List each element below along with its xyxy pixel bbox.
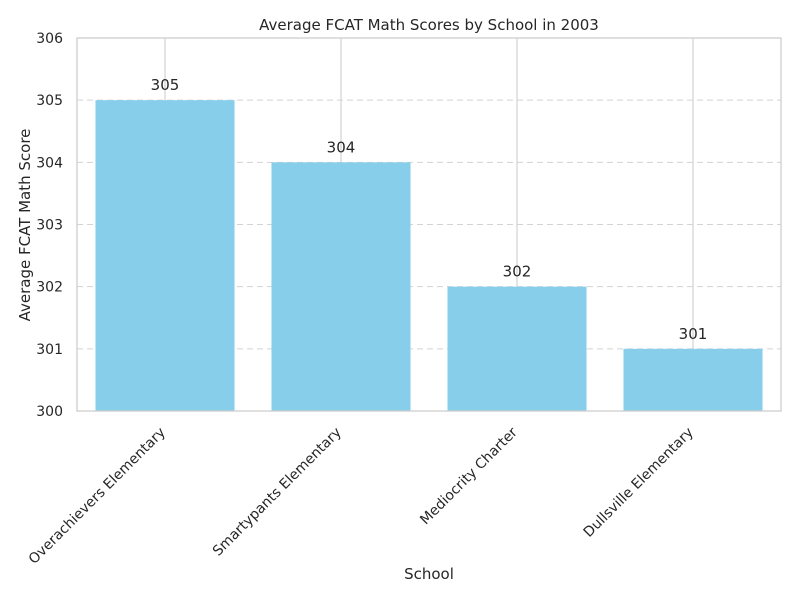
plot-area: 305 304 302 301: [76, 37, 782, 412]
bar: [623, 348, 763, 411]
y-tick-label: 302: [36, 280, 63, 296]
y-tick-label: 300: [36, 404, 63, 420]
y-axis-title: Average FCAT Math Score: [16, 129, 34, 322]
y-tick-label: 301: [36, 342, 63, 358]
y-tick-label: 303: [36, 218, 63, 234]
x-tick-labels: Overachievers Elementary Smartypants Elem…: [26, 424, 697, 567]
y-tick-label: 306: [36, 31, 63, 47]
y-tick-label: 305: [36, 93, 63, 109]
y-gridlines: [77, 99, 781, 350]
bar-value-labels: 305 304 302 301: [151, 76, 708, 343]
bar: [271, 162, 411, 411]
x-axis-title: School: [404, 565, 454, 583]
bar-value-label: 301: [679, 325, 708, 343]
bars: [95, 100, 763, 412]
x-tick-label: Dullsville Elementary: [581, 425, 697, 541]
y-tick-labels: 300 301 302 303 304 305 306: [36, 31, 63, 420]
y-tick-label: 304: [36, 155, 63, 171]
x-tick-label: Mediocrity Charter: [417, 424, 521, 528]
bar-value-label: 305: [151, 76, 180, 94]
bar: [447, 286, 587, 411]
chart-title: Average FCAT Math Scores by School in 20…: [259, 16, 599, 34]
x-tick-label: Smartypants Elementary: [210, 425, 345, 560]
bar-value-label: 304: [327, 138, 356, 156]
bar-value-label: 302: [503, 263, 532, 281]
bar: [95, 100, 235, 412]
x-tick-label: Overachievers Elementary: [26, 425, 169, 568]
axes-frame: [76, 37, 782, 412]
